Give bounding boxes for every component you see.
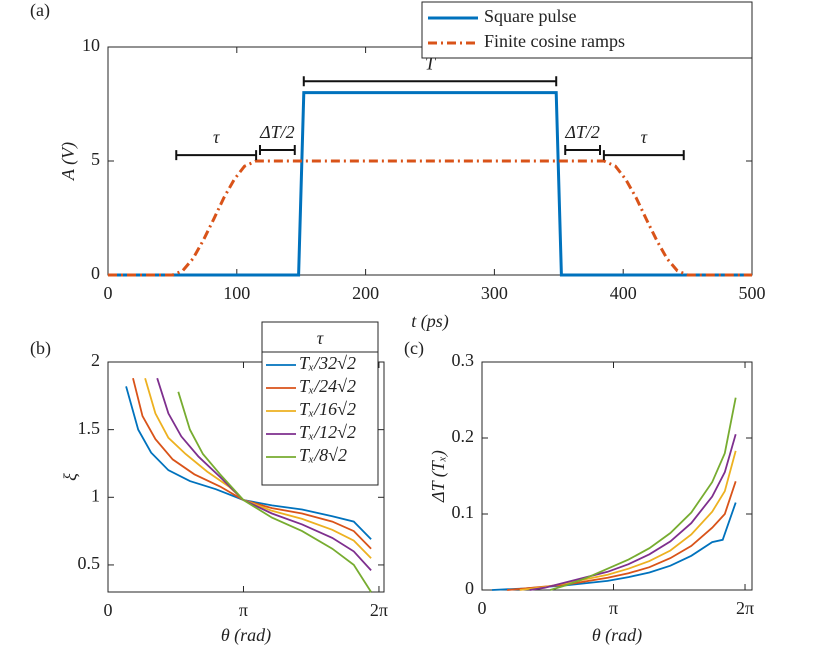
y-axis-label: A (V) (58, 142, 79, 181)
x-tick-label: 0 (478, 598, 487, 618)
data-line (549, 397, 737, 591)
annotation: ΔT/2 (564, 122, 600, 142)
x-tick-label: 300 (481, 283, 508, 303)
y-tick-label: 5 (91, 149, 100, 169)
x-tick-label: 2π (736, 598, 754, 618)
panel-label: (c) (404, 338, 424, 359)
legend-label: Tₓ/32√2 (299, 353, 356, 373)
annotation: ΔT/2 (259, 122, 295, 142)
x-tick-label: π (609, 598, 618, 618)
y-tick-label: 10 (82, 35, 100, 55)
data-line (108, 91, 752, 277)
data-line (132, 377, 372, 550)
legend-label: Finite cosine ramps (484, 31, 625, 51)
y-tick-label: 1.5 (78, 418, 101, 438)
x-tick-label: 400 (610, 283, 637, 303)
x-tick-label: π (239, 600, 248, 620)
bracket (302, 76, 558, 87)
legend-label: Tₓ/8√2 (299, 445, 347, 465)
y-axis-label: ΔT (Tₓ) (428, 450, 449, 503)
y-tick-label: 2 (91, 350, 100, 370)
panel-label: (b) (30, 338, 51, 359)
legend-box (421, 1, 753, 59)
plot-frame (107, 361, 385, 593)
legend-label: Square pulse (484, 6, 576, 26)
x-tick-label: 500 (739, 283, 766, 303)
y-tick-label: 0 (91, 263, 100, 283)
data-line (177, 391, 372, 593)
x-axis-label: θ (rad) (592, 625, 642, 646)
x-tick-label: 200 (352, 283, 379, 303)
y-tick-label: 0 (465, 578, 474, 598)
data-line (108, 159, 752, 277)
x-axis-label: θ (rad) (221, 625, 271, 646)
plot-frame (481, 361, 753, 591)
legend-label: Tₓ/24√2 (299, 376, 356, 396)
legend-title: τ (317, 328, 324, 348)
y-tick-label: 0.3 (452, 350, 475, 370)
bracket (602, 150, 685, 161)
annotation: τ (213, 127, 220, 147)
y-tick-label: 0.1 (452, 502, 475, 522)
x-tick-label: 0 (104, 600, 113, 620)
annotation: τ (641, 127, 648, 147)
data-line (125, 386, 372, 540)
legend-label: Tₓ/12√2 (299, 422, 356, 442)
bracket (564, 145, 602, 156)
panel-label: (a) (30, 0, 50, 21)
data-line (519, 450, 737, 591)
bracket (258, 145, 296, 156)
legend-label: Tₓ/16√2 (299, 399, 356, 419)
x-axis-label: t (ps) (411, 311, 449, 332)
x-tick-label: 100 (223, 283, 250, 303)
x-tick-label: 2π (370, 600, 388, 620)
data-line (529, 433, 737, 591)
y-tick-label: 0.5 (78, 553, 101, 573)
bracket (175, 150, 258, 161)
x-tick-label: 0 (104, 283, 113, 303)
y-tick-label: 1 (91, 485, 100, 505)
y-tick-label: 0.2 (452, 426, 475, 446)
y-axis-label: ξ (60, 473, 80, 481)
